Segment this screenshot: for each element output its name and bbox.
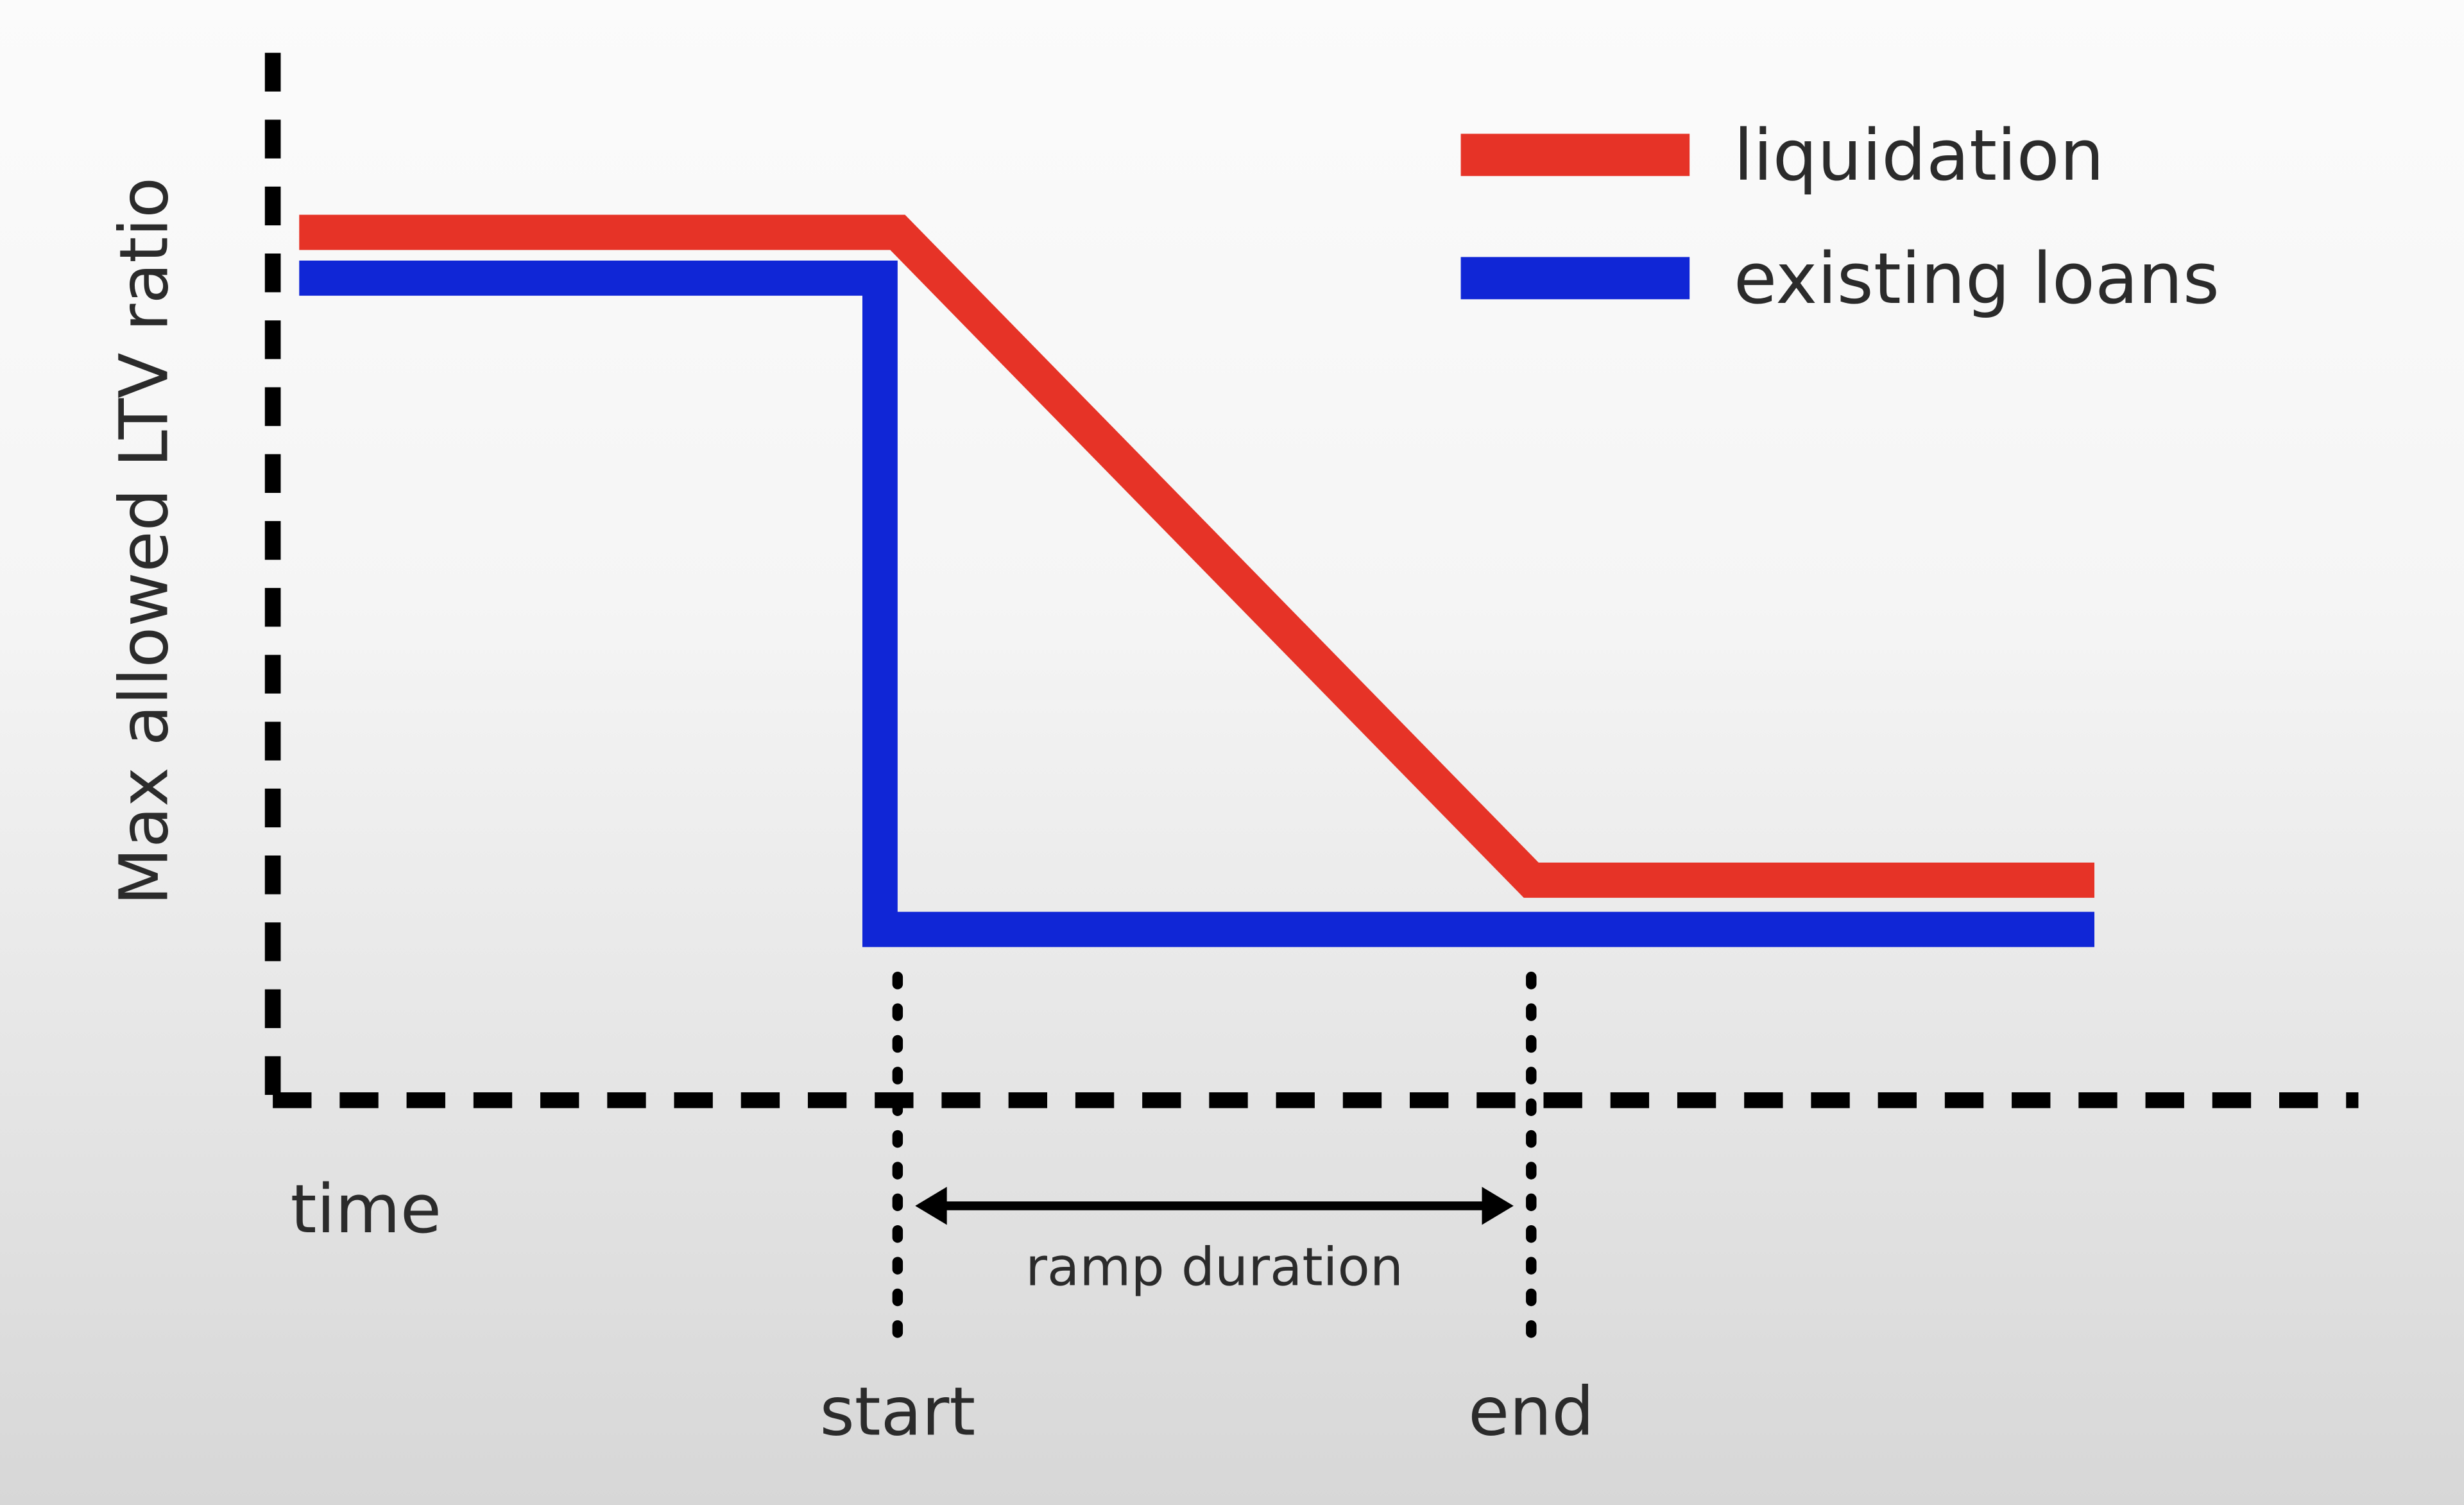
legend: liquidation existing loans xyxy=(1461,114,2220,320)
legend-label: liquidation xyxy=(1734,114,2105,196)
series-liquidation xyxy=(299,232,2094,880)
legend-swatch xyxy=(1461,133,1690,176)
legend-swatch xyxy=(1461,257,1690,299)
legend-item: liquidation xyxy=(1461,114,2105,196)
legend-label: existing loans xyxy=(1734,237,2220,320)
guide-label-start: start xyxy=(819,1372,975,1450)
y-axis-label: Max allowed LTV ratio xyxy=(105,177,184,906)
ltv-ramp-chart: Max allowed LTV ratio ramp duration time… xyxy=(0,0,2464,1505)
guide-label-end: end xyxy=(1468,1372,1594,1450)
chart-container: Max allowed LTV ratio ramp duration time… xyxy=(0,0,2464,1505)
x-axis-label: time xyxy=(291,1170,441,1248)
ramp-duration-label: ramp duration xyxy=(1025,1237,1403,1298)
ramp-duration-arrow xyxy=(915,1187,1514,1225)
series-existing-loans xyxy=(299,278,2094,929)
legend-item: existing loans xyxy=(1461,237,2220,320)
